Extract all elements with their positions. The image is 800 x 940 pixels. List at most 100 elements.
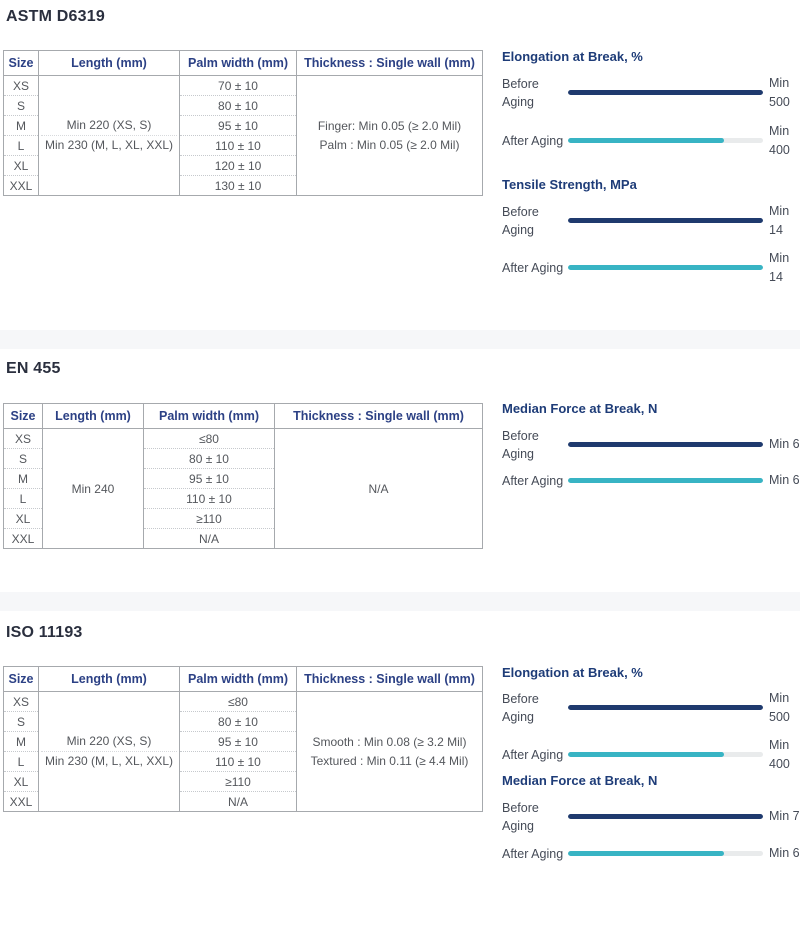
chart-group-title: Median Force at Break, N (502, 773, 658, 788)
size-cell: XXL (3, 175, 39, 196)
table-header-row: Size Length (mm) Palm width (mm) Thickne… (3, 666, 483, 692)
table-row: XXL N/A (3, 528, 483, 549)
column-header-palm: Palm width (mm) (143, 403, 275, 429)
chart-row-label: After Aging (502, 133, 564, 148)
chart-row-value: Min 14 (769, 250, 790, 284)
size-cell: M (3, 731, 39, 752)
spec-table-en455: Size Length (mm) Palm width (mm) Thickne… (3, 403, 483, 549)
table-row: L 110 ± 10 (3, 488, 483, 509)
chart-row-value: Min 400 (769, 737, 790, 771)
size-cell: S (3, 448, 43, 469)
size-cell: S (3, 95, 39, 116)
chart-row-label: Before Aging (502, 428, 539, 461)
chart-row: After Aging Min 400 (502, 736, 800, 773)
column-header-thickness: Thickness : Single wall (mm) (274, 403, 483, 429)
length-line: Min 220 (XS, S) (41, 732, 177, 752)
table-row: XXL 130 ± 10 (3, 175, 483, 196)
bar-track (568, 814, 763, 819)
size-cell: L (3, 751, 39, 772)
chart-row-value: Min 14 (769, 203, 790, 237)
table-row: S 80 ± 10 (3, 448, 483, 469)
chart-row-value: Min 500 (769, 75, 790, 109)
bar-track (568, 851, 763, 856)
chart-row: Before Aging Min 7 (502, 798, 800, 835)
thickness-cell: Smooth : Min 0.08 (≥ 3.2 Mil) Textured :… (296, 691, 483, 812)
column-header-length: Length (mm) (42, 403, 144, 429)
column-header-palm: Palm width (mm) (179, 666, 297, 692)
spec-table-astm: Size Length (mm) Palm width (mm) Thickne… (3, 50, 483, 196)
size-cell: L (3, 135, 39, 156)
bar-track (568, 705, 763, 710)
column-header-palm: Palm width (mm) (179, 50, 297, 76)
chart-row: Before Aging Min 6 (502, 426, 800, 463)
chart-group-title: Elongation at Break, % (502, 665, 643, 680)
palm-cell: 95 ± 10 (179, 731, 297, 752)
chart-row-label: After Aging (502, 260, 564, 275)
bar-track (568, 442, 763, 447)
size-cell: XXL (3, 528, 43, 549)
spec-table-iso11193: Size Length (mm) Palm width (mm) Thickne… (3, 666, 483, 812)
thickness-line: Smooth : Min 0.08 (≥ 3.2 Mil) (312, 734, 467, 749)
chart-row: After Aging Min 6 (502, 835, 800, 872)
palm-cell: 95 ± 10 (143, 468, 275, 489)
table-row: XL ≥110 (3, 508, 483, 529)
chart-row-value: Min 6 (769, 437, 800, 451)
bar-fill (568, 705, 763, 710)
chart-row-label: Before Aging (502, 76, 539, 109)
section-title-en455: EN 455 (6, 360, 61, 377)
table-header-row: Size Length (mm) Palm width (mm) Thickne… (3, 403, 483, 429)
section-title-iso11193: ISO 11193 (6, 624, 83, 641)
length-line: Min 220 (XS, S) (41, 116, 177, 136)
chart-row-value: Min 500 (769, 690, 790, 724)
table-row: L 110 ± 10 (3, 751, 483, 772)
chart-row-value: Min 6 (769, 473, 800, 487)
table-row: S 80 ± 10 (3, 95, 483, 116)
chart-row-label: Before Aging (502, 800, 539, 833)
column-header-size: Size (3, 50, 39, 76)
chart-row-value: Min 6 (769, 846, 800, 860)
length-line: Min 230 (M, L, XL, XXL) (44, 138, 174, 152)
chart-row-label: Before Aging (502, 691, 539, 724)
length-cell: Min 220 (XS, S) Min 230 (M, L, XL, XXL) (38, 691, 180, 812)
table-row: M 95 ± 10 (3, 115, 483, 136)
column-header-size: Size (3, 403, 43, 429)
size-cell: XS (3, 691, 39, 712)
palm-cell: ≤80 (143, 428, 275, 449)
bar-fill (568, 265, 763, 270)
thickness-cell: N/A (274, 428, 483, 549)
thickness-line: Finger: Min 0.05 (≥ 2.0 Mil) (317, 118, 462, 133)
bar-fill (568, 851, 724, 856)
chart-row: After Aging Min 14 (502, 249, 800, 286)
palm-cell: 110 ± 10 (143, 488, 275, 509)
table-row: XS Min 240 ≤80 N/A (3, 428, 483, 549)
bar-track (568, 478, 763, 483)
table-row: XS Min 220 (XS, S) Min 230 (M, L, XL, XX… (3, 691, 483, 812)
column-header-length: Length (mm) (38, 50, 180, 76)
thickness-cell: Finger: Min 0.05 (≥ 2.0 Mil) Palm : Min … (296, 75, 483, 196)
table-row: XL ≥110 (3, 771, 483, 792)
palm-cell: 80 ± 10 (179, 95, 297, 116)
bar-fill (568, 442, 763, 447)
chart-row-label: After Aging (502, 473, 564, 488)
table-row: M 95 ± 10 (3, 468, 483, 489)
chart-group-title: Tensile Strength, MPa (502, 177, 637, 192)
size-cell: XL (3, 771, 39, 792)
chart-group-title: Elongation at Break, % (502, 49, 643, 64)
chart-row-label: After Aging (502, 846, 564, 861)
column-header-length: Length (mm) (38, 666, 180, 692)
chart-row: Before Aging Min 500 (502, 74, 800, 111)
bar-track (568, 218, 763, 223)
column-header-size: Size (3, 666, 39, 692)
table-row: XL 120 ± 10 (3, 155, 483, 176)
section-divider-band (0, 592, 800, 611)
chart-row-label: After Aging (502, 747, 564, 762)
section-divider-band (0, 330, 800, 349)
chart-row-value: Min 400 (769, 123, 790, 157)
bar-fill (568, 814, 763, 819)
size-cell: L (3, 488, 43, 509)
palm-cell: 130 ± 10 (179, 175, 297, 196)
palm-cell: 80 ± 10 (179, 711, 297, 732)
size-cell: S (3, 711, 39, 732)
palm-cell: 70 ± 10 (179, 75, 297, 96)
